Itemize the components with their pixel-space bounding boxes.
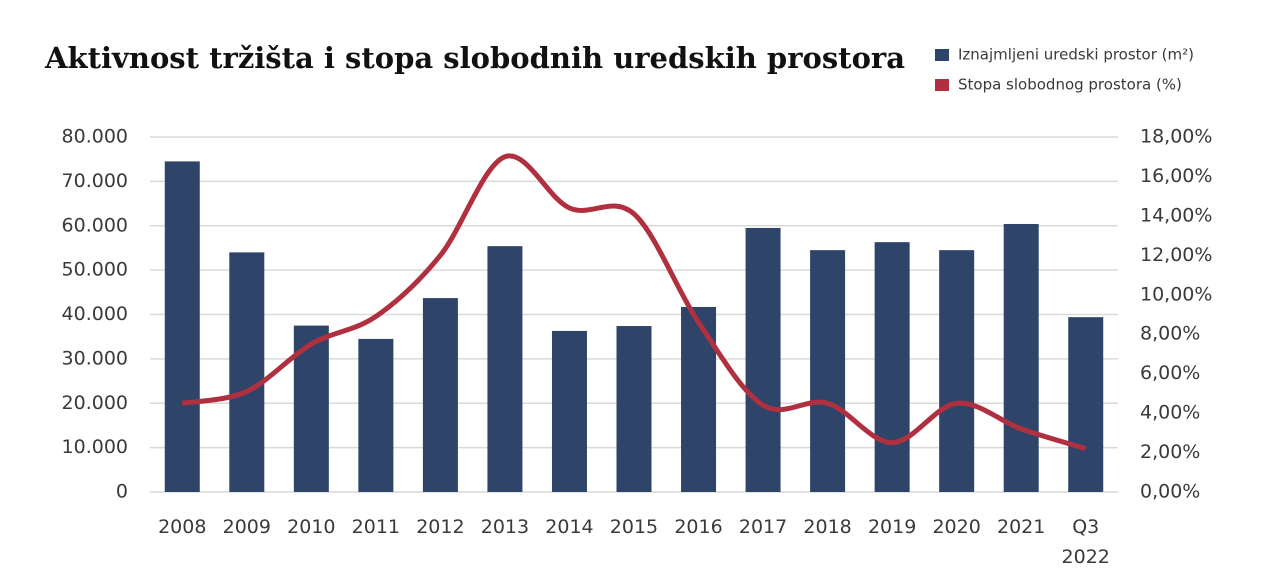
x-tick-label: 2017 xyxy=(738,516,788,538)
legend-label: Iznajmljeni uredski prostor (m²) xyxy=(958,46,1194,64)
bar xyxy=(487,246,523,492)
y2-tick-label: 16,00% xyxy=(1140,165,1212,187)
x-tick-label: 2012 xyxy=(416,516,465,538)
y2-tick-label: 14,00% xyxy=(1140,204,1212,226)
bar xyxy=(810,250,846,492)
bar xyxy=(551,330,587,492)
y-tick-label: 0 xyxy=(116,481,128,503)
y2-tick-label: 8,00% xyxy=(1140,323,1200,345)
y-tick-label: 80.000 xyxy=(62,126,128,148)
line xyxy=(181,153,1087,452)
y2-tick-label: 12,00% xyxy=(1140,244,1212,266)
y-tick-label: 70.000 xyxy=(62,170,128,192)
chart-title: Aktivnost tržišta i stopa slobodnih ured… xyxy=(44,41,905,75)
y2-tick-label: 2,00% xyxy=(1140,441,1200,463)
bar xyxy=(229,252,265,492)
y-tick-label: 60.000 xyxy=(62,214,128,236)
bar xyxy=(681,306,717,492)
x-tick-label: 2015 xyxy=(609,516,659,538)
legend-label: Stopa slobodnog prostora (%) xyxy=(958,76,1182,94)
legend-swatch xyxy=(935,79,949,91)
bar xyxy=(874,242,910,492)
x-tick-label: 2013 xyxy=(480,516,530,538)
y-tick-label: 50.000 xyxy=(62,259,128,281)
y2-tick-label: 18,00% xyxy=(1140,126,1212,148)
bar xyxy=(358,338,394,492)
y-tick-label: 30.000 xyxy=(62,347,128,369)
y-tick-label: 20.000 xyxy=(62,392,128,414)
x-tick-label: 2010 xyxy=(287,516,336,538)
x-tick-label: 2014 xyxy=(545,516,594,538)
x-tick-label: 2020 xyxy=(932,516,981,538)
x-tick-label: 2008 xyxy=(158,516,207,538)
legend-swatch xyxy=(935,49,949,61)
y2-tick-label: 10,00% xyxy=(1140,283,1212,305)
x-tick-label: Q3 2022 xyxy=(1061,516,1110,568)
bar xyxy=(616,326,652,492)
x-tick-label: 2016 xyxy=(674,516,723,538)
y2-tick-label: 4,00% xyxy=(1140,402,1200,424)
x-tick-label: 2018 xyxy=(803,516,852,538)
bar xyxy=(1068,317,1104,492)
bar xyxy=(939,250,975,492)
y-tick-label: 10.000 xyxy=(62,436,128,458)
x-tick-label: 2011 xyxy=(351,516,401,538)
bar xyxy=(745,227,781,492)
x-tick-label: 2009 xyxy=(222,516,271,538)
bar xyxy=(422,298,458,492)
bar xyxy=(1003,223,1039,492)
x-tick-label: 2019 xyxy=(867,516,917,538)
y2-tick-label: 6,00% xyxy=(1140,362,1200,384)
y-tick-label: 40.000 xyxy=(62,303,128,325)
y2-tick-label: 0,00% xyxy=(1140,481,1200,503)
bar xyxy=(164,161,200,492)
x-tick-label: 2021 xyxy=(997,516,1046,538)
